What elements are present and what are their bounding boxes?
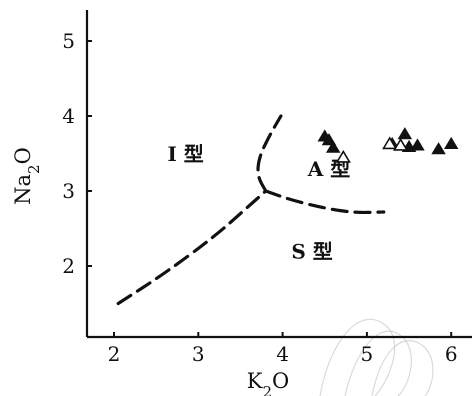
filled-triangle-point-3 — [325, 140, 341, 153]
watermark — [319, 318, 434, 396]
region-labels: I 型A 型S 型 — [167, 142, 350, 264]
filled-triangle-point-2 — [321, 133, 337, 146]
data-points — [317, 127, 459, 163]
x-tick-label-5: 5 — [361, 342, 374, 366]
boundary-line-1 — [116, 189, 268, 306]
x-tick-label-2: 2 — [108, 342, 121, 366]
axes — [85, 10, 472, 339]
y-tick-label-4: 4 — [62, 104, 75, 128]
filled-triangle-point-8 — [431, 142, 446, 155]
y-tick-label-5: 5 — [62, 29, 75, 53]
boundary-line-2 — [256, 114, 283, 193]
y-axis-ticks: 2 3 4 5 — [62, 29, 92, 278]
open-triangle-point-3 — [393, 137, 409, 151]
region-label-3: S 型 — [291, 240, 332, 264]
x-tick-label-6: 6 — [445, 342, 458, 366]
open-triangle-point-2 — [382, 136, 398, 150]
y-tick-label-3: 3 — [62, 179, 75, 203]
x-axis-ticks: 2 3 4 5 6 — [108, 332, 458, 366]
boundary-line-3 — [264, 189, 386, 215]
filled-triangle-point-9 — [443, 136, 459, 149]
x-axis-title: K2O — [247, 369, 289, 396]
region-label-1: I 型 — [167, 142, 203, 166]
y-tick-label-2: 2 — [62, 254, 75, 278]
x-tick-label-3: 3 — [192, 342, 205, 366]
x-tick-label-4: 4 — [276, 342, 289, 366]
filled-triangle-point-5 — [397, 127, 413, 140]
boundary-lines — [116, 114, 386, 306]
filled-triangle-point-7 — [410, 138, 425, 151]
open-triangle-point-1 — [335, 149, 351, 163]
y-axis-title: Na2O — [11, 147, 43, 205]
